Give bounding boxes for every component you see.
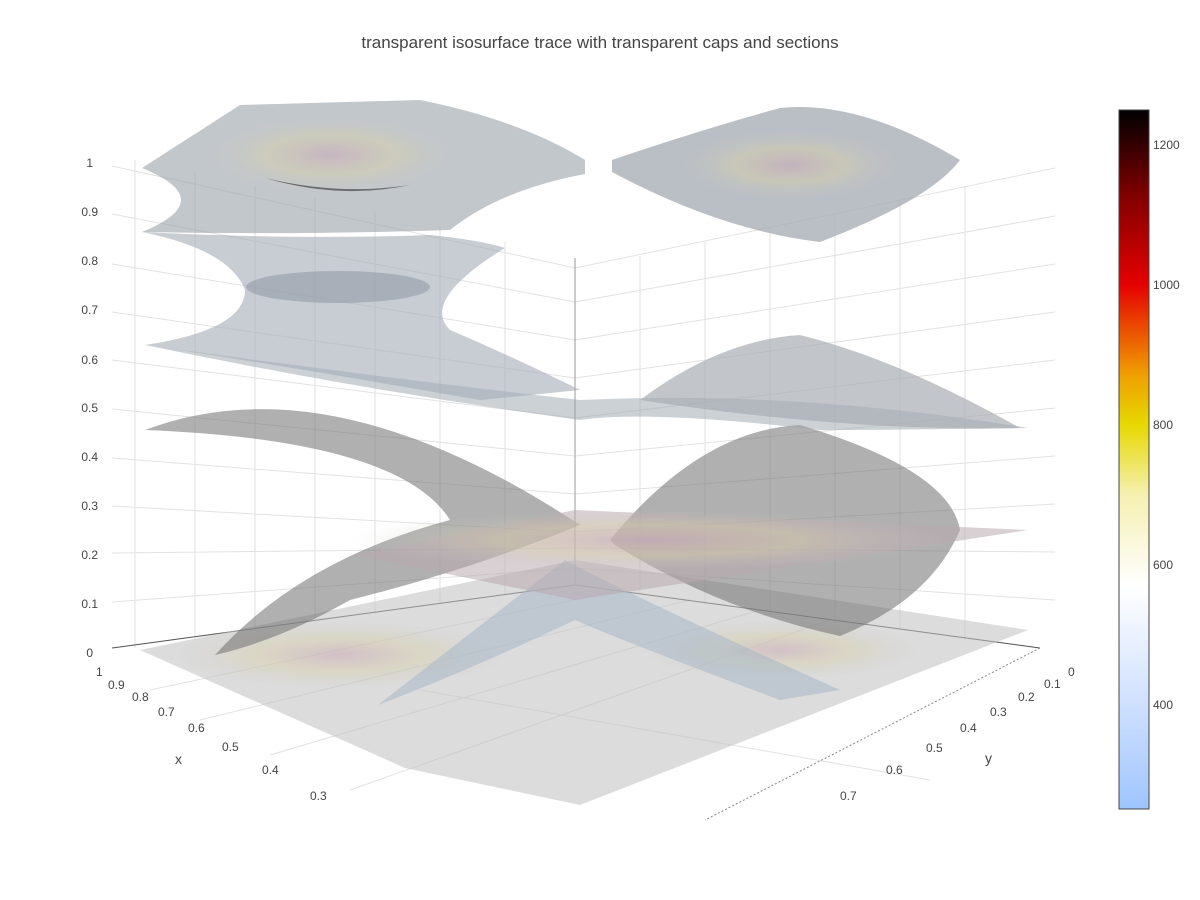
x-tick-label: 0.4 [262, 763, 279, 777]
y-tick-label: 0 [1068, 665, 1075, 679]
colorbar-tick-label: 400 [1153, 698, 1173, 712]
x-tick-label: 0.9 [108, 678, 125, 692]
top-right-cap-glow [680, 130, 900, 200]
x-tick-label: 0.8 [132, 690, 149, 704]
lower-left-dark [145, 409, 580, 655]
y-tick-label: 0.7 [840, 789, 857, 803]
z-tick-label: 0.4 [81, 450, 98, 464]
z-tick-label: 0 [86, 646, 93, 660]
z-tick-label: 0.5 [81, 401, 98, 415]
y-tick-label: 0.3 [990, 705, 1007, 719]
y-axis-title: y [985, 750, 992, 766]
x-axis-ticks: 1 0.9 0.8 0.7 0.6 0.5 0.4 0.3 x [96, 665, 327, 803]
x-tick-label: 0.3 [310, 789, 327, 803]
top-left-hole [265, 178, 410, 192]
lower-sheet [378, 560, 840, 705]
y-tick-label: 0.1 [1044, 677, 1061, 691]
z-tick-label: 1 [86, 156, 93, 170]
z-axis-ticks: 0 0.1 0.2 0.3 0.4 0.5 0.6 0.7 0.8 0.9 1 [81, 156, 98, 660]
z-tick-label: 0.9 [81, 205, 98, 219]
y-tick-label: 0.4 [960, 721, 977, 735]
x-tick-label: 0.6 [188, 721, 205, 735]
y-tick-label: 0.6 [886, 763, 903, 777]
top-left-cap-glow [200, 115, 460, 195]
isosurface[interactable] [140, 100, 1028, 805]
y-tick-label: 0.2 [1018, 690, 1035, 704]
x-axis-title: x [175, 751, 182, 767]
upper-tube-ring [246, 271, 430, 303]
y-axis-front-line [704, 647, 1041, 821]
y-tick-label: 0.5 [926, 741, 943, 755]
z-tick-label: 0.8 [81, 254, 98, 268]
z-tick-label: 0.6 [81, 353, 98, 367]
colorbar-tick-label: 800 [1153, 418, 1173, 432]
colorbar-tick-label: 1200 [1153, 138, 1180, 152]
y-axis-ticks: 0 0.1 0.2 0.3 0.4 0.5 0.6 0.7 y [840, 665, 1075, 803]
colorbar-tick-label: 1000 [1153, 278, 1180, 292]
x-tick-label: 0.7 [158, 705, 175, 719]
chart-title: transparent isosurface trace with transp… [361, 33, 839, 52]
mid-right-hump [640, 335, 1020, 429]
z-tick-label: 0.7 [81, 303, 98, 317]
middle-section-glow [350, 510, 950, 570]
colorbar-gradient [1118, 109, 1150, 810]
z-tick-label: 0.1 [81, 597, 98, 611]
upper-tube [142, 232, 580, 400]
colorbar-tick-label: 600 [1153, 558, 1173, 572]
x-tick-label: 0.5 [222, 740, 239, 754]
z-tick-label: 0.3 [81, 499, 98, 513]
z-tick-label: 0.2 [81, 548, 98, 562]
colorbar[interactable]: 1200 1000 800 600 400 [1118, 109, 1180, 810]
x-tick-label: 1 [96, 665, 103, 679]
